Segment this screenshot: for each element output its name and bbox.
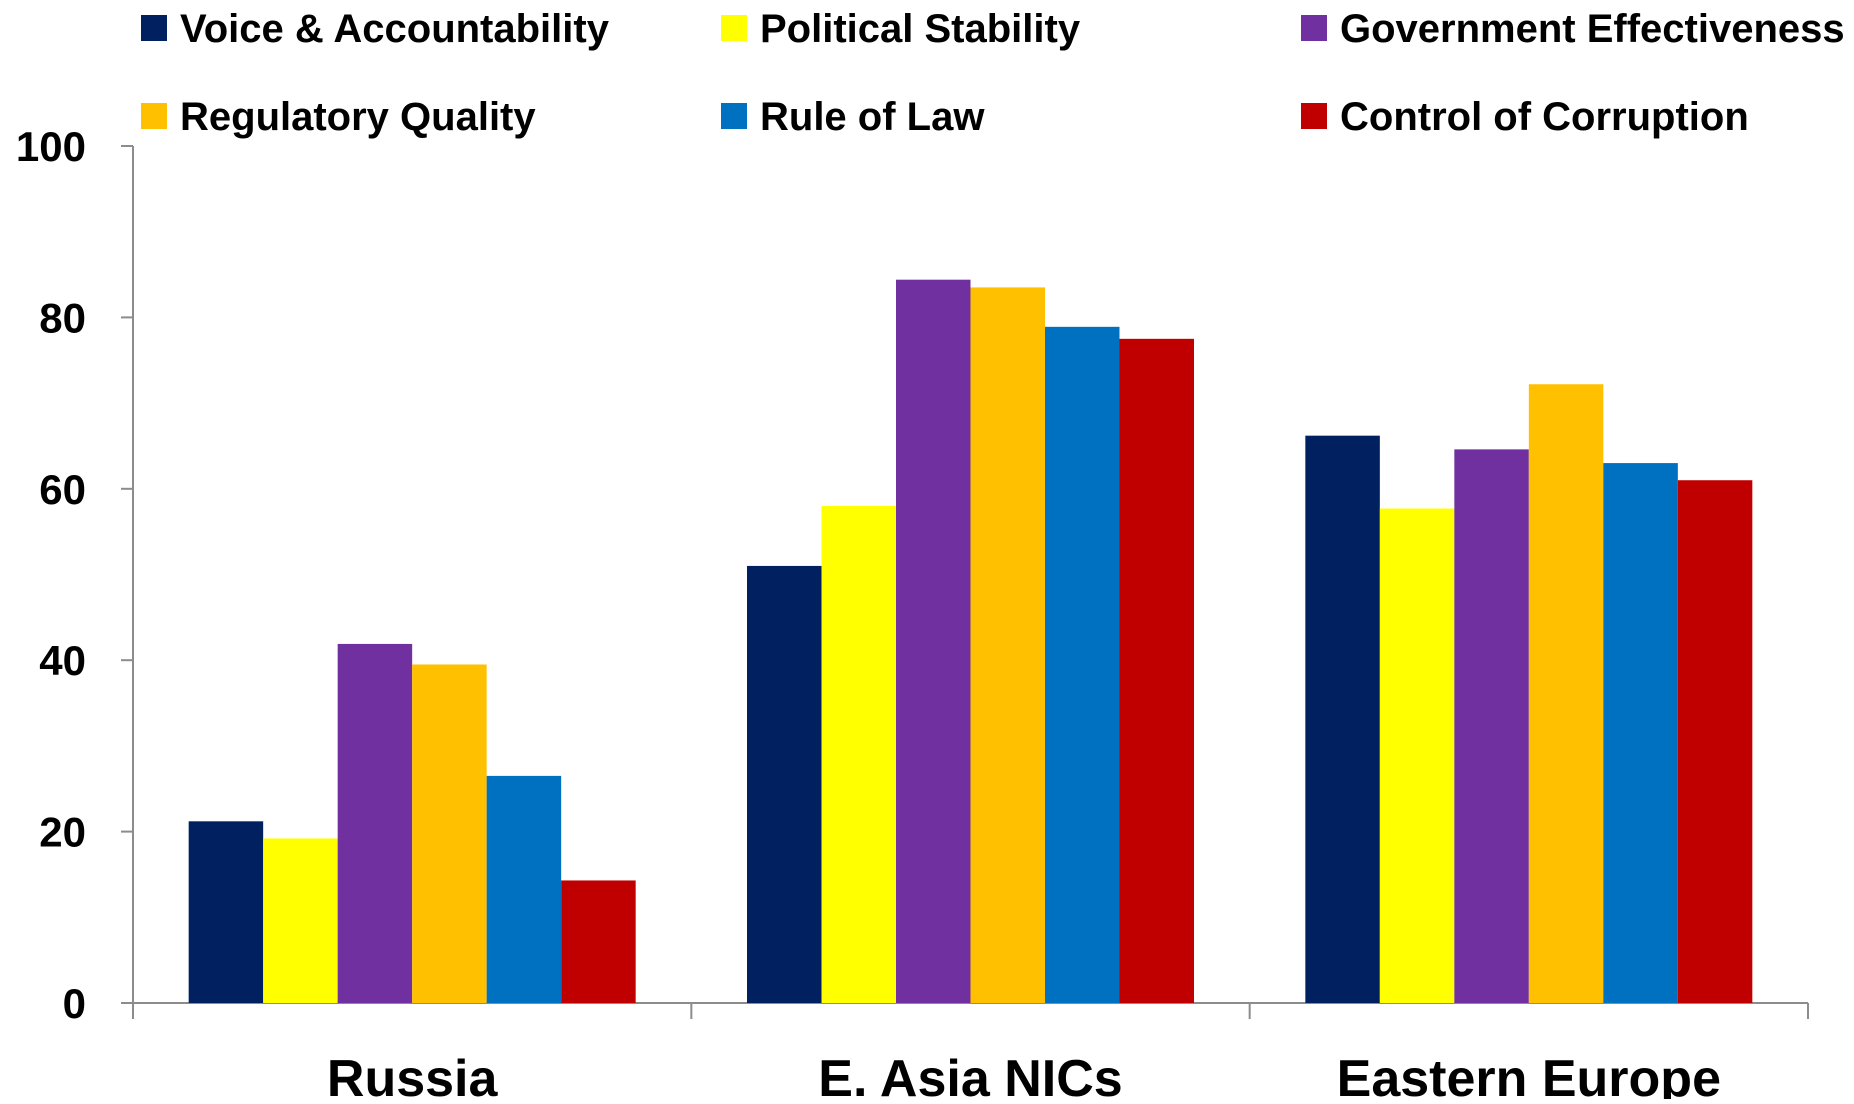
x-category-label: E. Asia NICs <box>818 1050 1122 1099</box>
bar <box>263 838 338 1003</box>
legend-entry-label: Government Effectiveness <box>1340 7 1845 51</box>
bar <box>896 279 971 1003</box>
legend-swatch <box>1301 15 1327 41</box>
legend-swatch <box>141 103 167 129</box>
x-axis: Russia E. Asia NICs Eastern Europe <box>132 1002 1809 1104</box>
legend-swatch <box>1301 103 1327 129</box>
legend-entry-label: Rule of Law <box>760 95 985 139</box>
bar <box>188 821 264 1003</box>
y-axis: 0 20 40 60 80 100 <box>16 123 134 1027</box>
bar <box>821 505 896 1003</box>
x-category-label: Russia <box>327 1050 499 1099</box>
bar <box>1379 508 1455 1003</box>
legend-entry-label: Voice & Accountability <box>180 7 610 51</box>
legend-swatch <box>721 15 747 41</box>
bar <box>561 880 636 1003</box>
bar <box>1045 326 1120 1003</box>
bar <box>747 565 822 1003</box>
bars <box>188 279 1753 1004</box>
y-tick-label: 20 <box>39 809 86 856</box>
bar <box>412 664 487 1003</box>
bar <box>1454 449 1529 1003</box>
bar <box>1305 435 1380 1003</box>
y-tick-label: 0 <box>63 980 86 1027</box>
legend-entry-label: Regulatory Quality <box>180 95 536 139</box>
y-tick-label: 60 <box>39 466 86 513</box>
x-category-label: Eastern Europe <box>1337 1050 1721 1099</box>
bar <box>1528 384 1604 1004</box>
legend-swatch <box>141 15 167 41</box>
bar <box>1119 338 1194 1003</box>
legend: Voice & Accountability Political Stabilit… <box>141 7 1845 139</box>
bar <box>1677 480 1753 1004</box>
bar <box>970 287 1045 1003</box>
legend-entry-label: Political Stability <box>760 7 1081 51</box>
y-tick-label: 80 <box>39 294 86 341</box>
bar <box>1603 463 1678 1004</box>
legend-swatch <box>721 103 747 129</box>
y-tick-label: 100 <box>16 123 86 170</box>
bar <box>486 775 562 1003</box>
legend-entry-label: Control of Corruption <box>1340 95 1749 139</box>
y-tick-label: 40 <box>39 637 86 684</box>
bar <box>337 643 413 1003</box>
